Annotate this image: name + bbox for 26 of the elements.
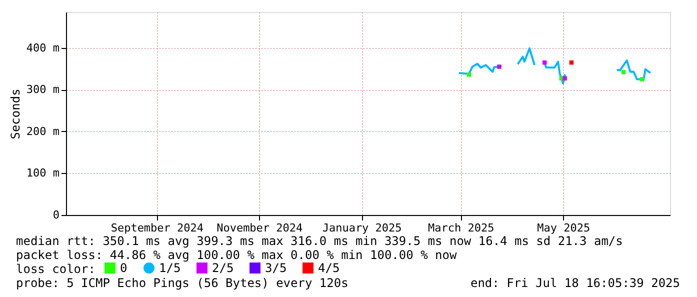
legend-label: 1/5	[159, 261, 181, 275]
y-axis-title: Seconds	[8, 88, 22, 140]
text: probe: 5 ICMP Echo Pings (56 Bytes) every 120s	[16, 276, 348, 290]
x-tick-label: November 2024	[216, 222, 304, 234]
y-tick-label: 200 m	[26, 124, 60, 138]
x-tick-label: January 2025	[322, 222, 402, 234]
y-tick-label: 400 m	[26, 41, 60, 54]
point	[621, 70, 626, 74]
text: packet loss: 44.86 % avg 100.00 % max 0.00 % min 100.00 % now	[16, 248, 458, 262]
y-tick-label: 0	[52, 208, 60, 222]
legend-label: 3/5	[265, 261, 287, 275]
text: end: Fri Jul 18 16:05:39 2025	[470, 276, 680, 290]
x-tick-label: May 2025	[537, 222, 590, 234]
point	[497, 64, 502, 69]
point	[640, 77, 644, 82]
x-tick-label: March 2025	[428, 222, 494, 234]
legend-label: 2/5	[212, 261, 234, 275]
legend-title: loss color:	[16, 262, 96, 276]
legend-label: 4/5	[318, 261, 340, 275]
point	[466, 72, 472, 77]
x-tick-label: September 2024	[110, 222, 204, 234]
y-tick-label: 300 m	[26, 83, 60, 96]
point	[562, 76, 567, 81]
y-tick-label: 100 m	[26, 166, 60, 180]
text: median rtt: 350.1 ms avg 399.3 ms max 316.0 ms min 339.5 ms now 16.4 ms sd 21.3 am/s	[16, 234, 623, 248]
legend-label: 0	[120, 261, 128, 275]
